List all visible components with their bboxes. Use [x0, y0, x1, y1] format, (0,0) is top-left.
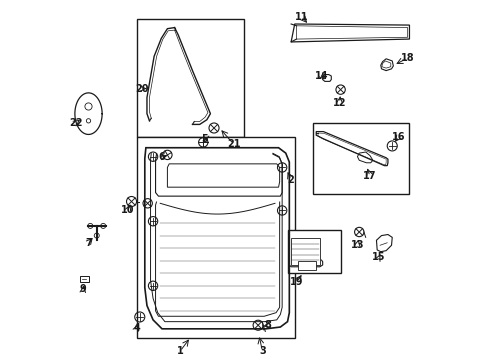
Bar	[137, 137, 294, 338]
Bar	[137, 19, 244, 137]
Text: 6: 6	[158, 152, 165, 162]
Text: 9: 9	[80, 284, 86, 294]
Text: 1: 1	[176, 346, 183, 356]
Text: 21: 21	[226, 139, 240, 149]
Bar	[290, 238, 319, 265]
Text: 10: 10	[121, 206, 134, 216]
Text: 18: 18	[400, 53, 414, 63]
Text: 15: 15	[371, 252, 385, 262]
Text: 17: 17	[363, 171, 376, 181]
Text: 19: 19	[289, 277, 303, 287]
Text: 3: 3	[259, 346, 265, 356]
Text: 2: 2	[287, 175, 294, 185]
Text: 20: 20	[135, 84, 149, 94]
Text: 16: 16	[391, 132, 405, 142]
Bar	[312, 123, 408, 194]
Text: 22: 22	[69, 118, 82, 128]
Bar	[298, 261, 315, 270]
Bar	[287, 230, 341, 273]
Text: 4: 4	[133, 323, 140, 333]
Bar	[80, 276, 88, 282]
Text: 8: 8	[264, 320, 271, 330]
Text: 14: 14	[314, 71, 327, 81]
Text: 7: 7	[85, 238, 92, 248]
Text: 11: 11	[295, 12, 308, 22]
Text: 5: 5	[201, 134, 208, 144]
Text: 12: 12	[332, 98, 346, 108]
Text: 13: 13	[350, 239, 364, 249]
